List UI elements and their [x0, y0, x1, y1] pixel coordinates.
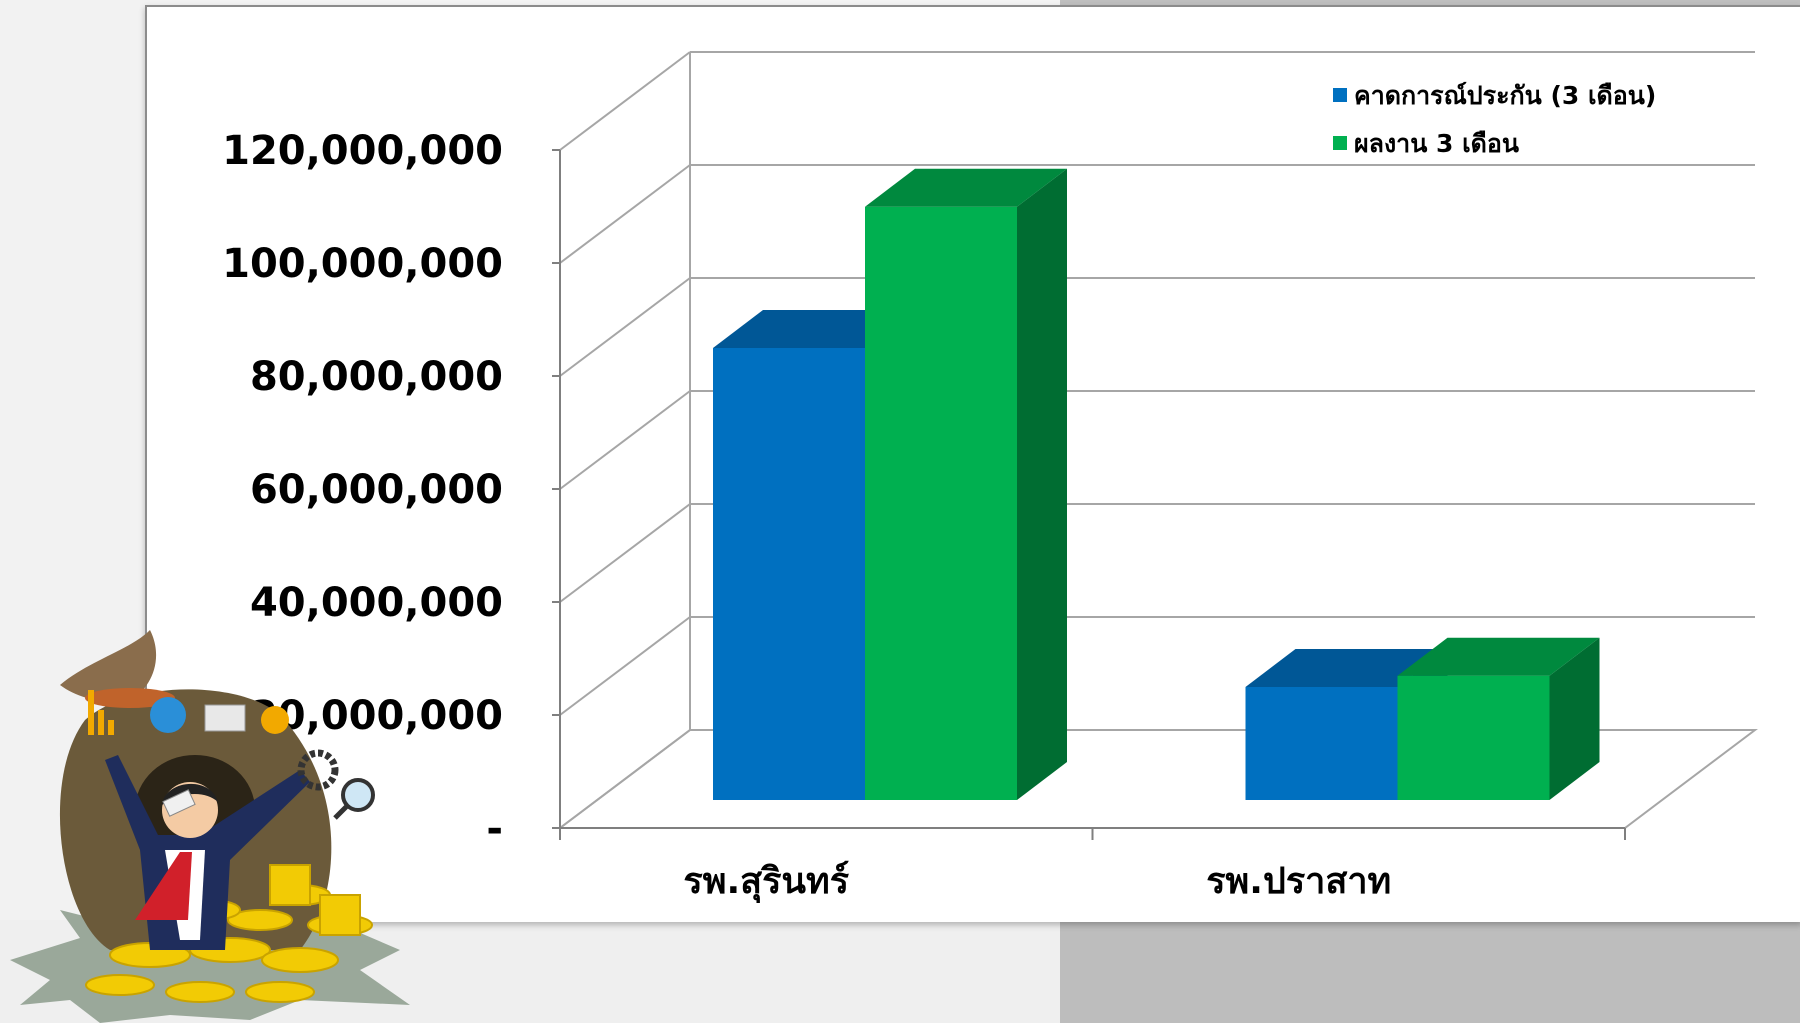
- businessman-hair: [162, 783, 218, 805]
- legend-swatch-series-2: [1333, 136, 1347, 150]
- bar-chart-icon: [88, 690, 114, 735]
- gridline-diagonal: [559, 51, 691, 151]
- bars: [713, 168, 1600, 800]
- bar-side: [1549, 637, 1600, 800]
- bar-top: [1397, 637, 1600, 676]
- businessman-tie: [135, 852, 192, 920]
- bar: [865, 168, 1067, 800]
- background-strip-top: [220, 0, 1060, 8]
- gridline-diagonal: [559, 164, 691, 264]
- legend-swatch-series-1: [1333, 88, 1347, 102]
- y-tick-label: 60,000,000: [250, 467, 503, 513]
- banknote-icon: [162, 789, 196, 817]
- bar-front: [1397, 675, 1550, 800]
- bar-top: [713, 310, 915, 348]
- bag-rope-icon: [85, 688, 175, 708]
- bar-top: [865, 168, 1067, 207]
- lightbulb-icon: [261, 706, 289, 734]
- bar-front: [713, 348, 865, 800]
- bar-front: [865, 206, 1017, 800]
- legend-label-series-1: คาดการณ์ประกัน (3 เดือน): [1354, 81, 1656, 110]
- globe-icon: [150, 697, 186, 733]
- background-strip-top-right: [1060, 0, 1800, 8]
- gridline-diagonal: [559, 277, 691, 377]
- x-axis-category-labels: รพ.สุรินทร์ รพ.ปราสาท: [683, 860, 1391, 904]
- magnifier-icon: [341, 778, 375, 812]
- bar-top: [1245, 649, 1448, 687]
- envelope-icon: [204, 704, 246, 732]
- bar-front: [1245, 687, 1398, 800]
- legend: คาดการณ์ประกัน (3 เดือน) ผลงาน 3 เดือน: [1333, 81, 1656, 158]
- gear-icon: [297, 749, 339, 791]
- gold-coins-icon: [85, 864, 373, 1003]
- x-category-label: รพ.สุรินทร์: [683, 860, 849, 904]
- y-tick-label: 80,000,000: [250, 354, 503, 400]
- gridline-diagonal: [559, 616, 691, 716]
- y-tick-label: 120,000,000: [222, 128, 503, 174]
- background-footer-right: [1060, 920, 1800, 1023]
- x-category-label: รพ.ปราสาท: [1206, 861, 1391, 902]
- bar-side: [1017, 168, 1067, 800]
- legend-label-series-2: ผลงาน 3 เดือน: [1354, 129, 1519, 158]
- gridline-diagonal: [559, 503, 691, 603]
- y-tick-label: 100,000,000: [222, 241, 503, 287]
- businessman-money-bag-illustration: [10, 630, 410, 1023]
- magnifier-handle: [333, 804, 349, 820]
- y-tick-label: 40,000,000: [250, 580, 503, 626]
- bar: [1397, 637, 1600, 800]
- axes: [559, 150, 1626, 840]
- gridline-diagonal: [559, 729, 691, 829]
- y-tick-label: -: [486, 806, 503, 852]
- gridline-diagonal: [559, 390, 691, 490]
- bag-neck-icon: [60, 630, 157, 702]
- y-axis-tick-labels: -20,000,00040,000,00060,000,00080,000,00…: [222, 128, 503, 852]
